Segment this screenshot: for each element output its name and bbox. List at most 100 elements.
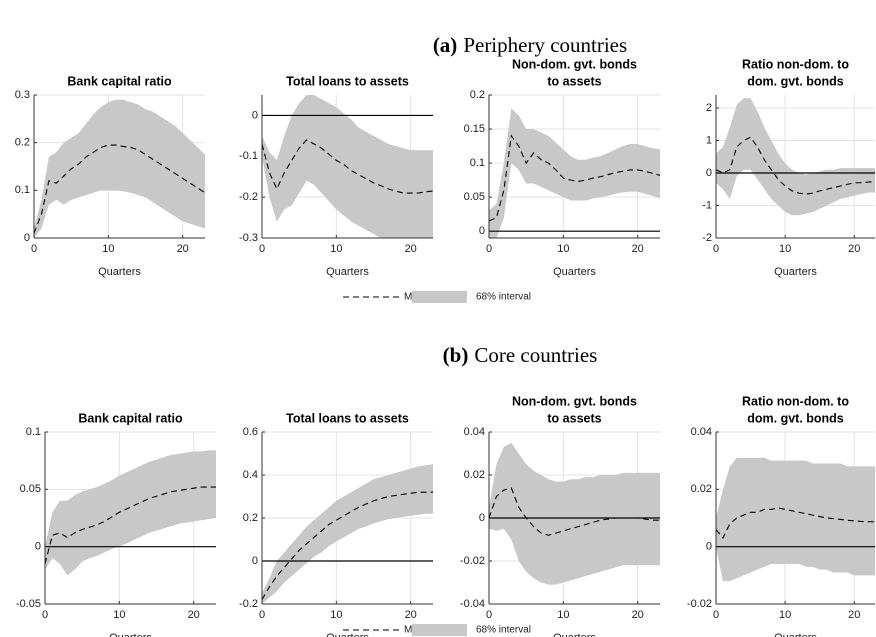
y-tick-label: 0.05 <box>464 191 485 203</box>
x-tick-label: 10 <box>330 243 342 255</box>
median-line <box>45 486 216 565</box>
x-tick-label: 10 <box>779 243 791 255</box>
panel-title: Bank capital ratio <box>78 411 183 425</box>
median-line <box>262 139 433 194</box>
x-tick-label: 20 <box>177 243 189 255</box>
y-tick-label: 0.4 <box>243 469 258 481</box>
interval-band <box>489 108 660 238</box>
y-tick-label: 0.02 <box>691 483 712 495</box>
median-line <box>716 507 875 540</box>
x-axis-label: Quarters <box>774 632 817 637</box>
panel: Ratio non-dom. to dom. gvt. bonds Quarters… <box>702 57 875 278</box>
y-tick-label: -0.02 <box>687 598 712 610</box>
x-tick-label: 10 <box>113 609 125 621</box>
panel-title: Non-dom. gvt. bonds <box>512 57 637 71</box>
x-axis-label: Quarters <box>553 632 596 637</box>
panel-title: Ratio non-dom. to <box>742 57 849 71</box>
y-tick-label: 0 <box>479 512 485 524</box>
panel-title: to assets <box>547 411 601 425</box>
y-tick-label: -0.1 <box>239 150 258 162</box>
y-tick-label: 2 <box>706 102 712 114</box>
y-tick-label: 0.2 <box>15 137 30 149</box>
x-tick-label: 20 <box>632 609 644 621</box>
interval-band <box>262 95 433 238</box>
x-tick-label: 20 <box>632 243 644 255</box>
panel-title: Non-dom. gvt. bonds <box>512 394 637 408</box>
y-tick-label: 0 <box>706 541 712 553</box>
panel-title: Total loans to assets <box>286 74 409 88</box>
y-tick-label: 0.2 <box>243 512 258 524</box>
y-tick-label: 0.2 <box>470 89 485 101</box>
interval-band <box>262 464 433 604</box>
y-tick-label: 0 <box>252 555 258 567</box>
y-tick-label: 0.1 <box>26 426 41 438</box>
y-tick-label: 0.1 <box>15 184 30 196</box>
x-tick-label: 0 <box>713 609 719 621</box>
x-tick-label: 20 <box>405 243 417 255</box>
y-tick-label: 0.3 <box>15 89 30 101</box>
x-tick-label: 10 <box>330 609 342 621</box>
y-tick-label: 0.05 <box>20 483 41 495</box>
median-line <box>716 136 875 195</box>
section-text: Core countries <box>474 343 597 367</box>
interval-band <box>45 450 216 576</box>
y-tick-label: 0.02 <box>464 469 485 481</box>
y-tick-label: 1 <box>706 134 712 146</box>
y-tick-label: 0.04 <box>464 426 485 438</box>
median-line <box>262 491 433 600</box>
x-tick-label: 0 <box>259 243 265 255</box>
y-tick-label: 0.6 <box>243 426 258 438</box>
x-axis-label: Quarters <box>98 266 141 278</box>
x-axis-label: Quarters <box>553 266 596 278</box>
panel-title: dom. gvt. bonds <box>747 74 844 88</box>
panel: Non-dom. gvt. bonds to assets Quarters 0 10 2… <box>460 394 660 637</box>
section-text: Periphery countries <box>463 33 627 57</box>
x-axis-label: Quarters <box>109 632 152 637</box>
x-tick-label: 0 <box>486 243 492 255</box>
x-tick-label: 0 <box>486 609 492 621</box>
y-tick-label: 0 <box>24 232 30 244</box>
panel: Ratio non-dom. to dom. gvt. bonds Quarters… <box>687 394 875 637</box>
y-tick-label: -0.2 <box>239 598 258 610</box>
y-tick-label: -0.02 <box>460 555 485 567</box>
interval-band <box>716 457 875 582</box>
x-tick-label: 20 <box>405 609 417 621</box>
y-tick-label: -0.05 <box>16 598 41 610</box>
x-tick-label: 20 <box>188 609 200 621</box>
panel: Total loans to assetsQuarters01020-0.200… <box>239 411 433 637</box>
legend-band-swatch <box>412 291 467 303</box>
y-tick-label: 0 <box>35 541 41 553</box>
panel-title: Bank capital ratio <box>67 74 172 88</box>
section-title: (a) Periphery countries <box>433 33 627 57</box>
y-tick-label: 0.1 <box>470 157 485 169</box>
panel-title: to assets <box>547 74 601 88</box>
panel-title: dom. gvt. bonds <box>747 411 844 425</box>
y-tick-label: 0.15 <box>464 123 485 135</box>
x-tick-label: 0 <box>713 243 719 255</box>
x-tick-label: 20 <box>848 609 860 621</box>
panel: Non-dom. gvt. bonds to assets Quarters 0 10 2… <box>464 57 660 278</box>
x-tick-label: 20 <box>848 243 860 255</box>
median-line <box>489 134 660 222</box>
section-label: (a) <box>433 33 458 57</box>
x-tick-label: 0 <box>259 609 265 621</box>
y-tick-label: 0 <box>706 167 712 179</box>
legend-band-swatch <box>412 624 467 636</box>
y-tick-label: -0.04 <box>460 598 485 610</box>
x-tick-label: 10 <box>557 609 569 621</box>
interval-band <box>489 442 660 585</box>
y-tick-label: -0.2 <box>239 191 258 203</box>
x-tick-label: 10 <box>102 243 114 255</box>
section-title: (b) Core countries <box>443 343 598 367</box>
y-tick-label: 0 <box>479 225 485 237</box>
x-axis-label: Quarters <box>774 266 817 278</box>
y-tick-label: -0.3 <box>239 232 258 244</box>
y-tick-label: -2 <box>702 232 712 244</box>
interval-band <box>34 99 205 238</box>
y-tick-label: 0.04 <box>691 426 712 438</box>
panel: Total loans to assets Quarters 0 10 20 -0.3 -0… <box>239 74 433 278</box>
section-label: (b) <box>443 343 469 367</box>
y-tick-label: 0 <box>252 109 258 121</box>
legend-label: 68% interval <box>476 292 531 303</box>
